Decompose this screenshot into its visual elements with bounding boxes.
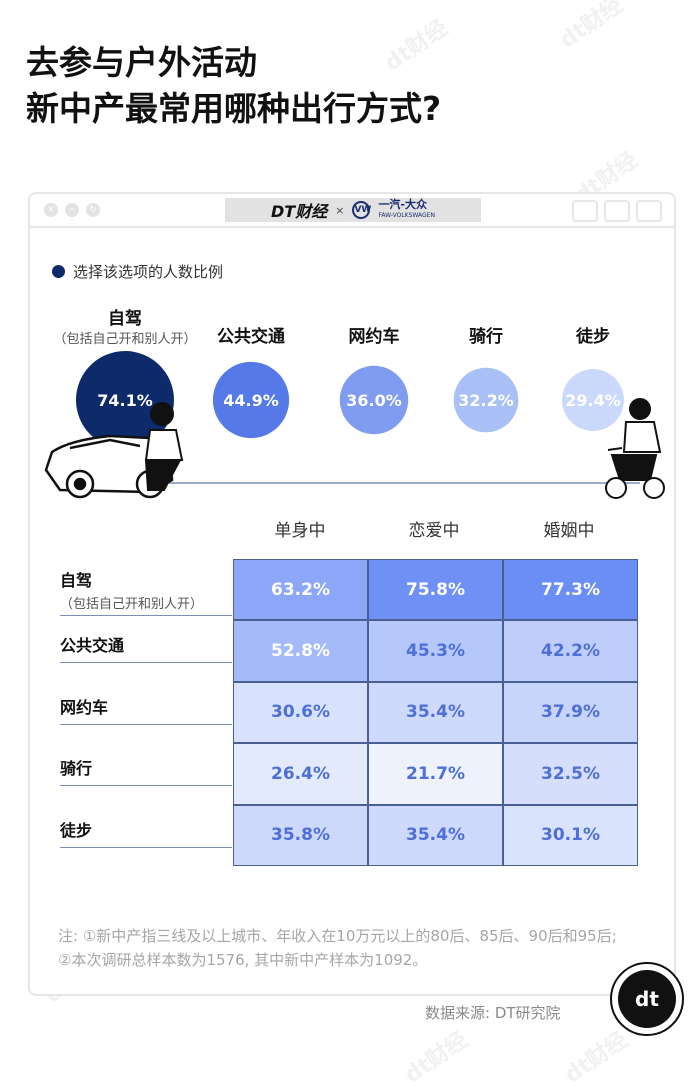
record-icon[interactable] [572, 200, 598, 222]
watermark: dt财经 [560, 1027, 633, 1089]
faw-logo-text: 一汽-大众 FAW-VOLKSWAGEN [378, 199, 435, 221]
legend: 选择该选项的人数比例 [52, 261, 223, 282]
browser-actions [572, 200, 662, 222]
page-title: 去参与户外活动 新中产最常用哪种出行方式? [26, 40, 441, 132]
row-label-note: （包括自己开和别人开） [60, 597, 204, 612]
title-line-2: 新中产最常用哪种出行方式? [26, 89, 442, 128]
row-label-1: 自驾 （包括自己开和别人开） [60, 567, 232, 616]
bubble-chart: 74.1% 自驾 （包括自己开和别人开） 44.9% 公共交通 36.0% 网约车 32.2%… [44, 308, 665, 499]
row-label-3: 网约车 [60, 694, 232, 725]
dt-logo-icon[interactable]: dt [610, 962, 684, 1036]
bubble-label-3: 36.0% [346, 391, 402, 410]
column-header-2: 恋爱中 [408, 521, 460, 541]
browser-topbar: × − ↻ DT财经 × VW 一汽-大众 FAW-VOLKSWAGEN [30, 194, 674, 228]
window-controls: × − ↻ [44, 203, 100, 217]
vw-logo-icon: VW [352, 201, 371, 219]
legend-dot-icon [52, 265, 65, 278]
table-cell: 37.9% [503, 681, 638, 744]
row-label-text: 骑行 [60, 759, 93, 779]
heatmap-table: 63.2% 75.8% 77.3% 52.8% 45.3% 42.2% 30.6% 35.4%… [233, 559, 638, 866]
bubble-4 [453, 367, 519, 433]
bubble-label-1: 74.1% [97, 391, 153, 410]
row-label-text: 自驾 [60, 571, 93, 590]
table-cell: 30.1% [503, 804, 638, 866]
title-line-1: 去参与户外活动 [26, 43, 257, 82]
table-cell: 45.3% [368, 620, 503, 682]
share-icon[interactable] [604, 200, 630, 222]
bubble-category-note-1: （包括自己开和别人开） [53, 332, 196, 347]
bubble-label-2: 44.9% [223, 391, 279, 410]
dt-logo-text: DT财经 [271, 202, 328, 221]
bubble-5 [562, 369, 624, 431]
brand-separator: × [335, 203, 345, 217]
row-label-4: 骑行 [60, 755, 232, 787]
watermark: dt财经 [400, 1027, 473, 1089]
logo-text: dt [618, 970, 676, 1028]
table-cell: 35.4% [368, 681, 503, 744]
bubble-3 [339, 365, 409, 435]
row-label-text: 公共交通 [60, 636, 125, 656]
row-label-2: 公共交通 [60, 632, 232, 664]
table-cell: 52.8% [233, 620, 368, 682]
table-cell: 21.7% [368, 743, 503, 805]
table-cell: 30.6% [233, 681, 368, 744]
rider-illustration [605, 398, 665, 499]
bubble-label-5: 29.4% [565, 391, 621, 410]
bubble-category-1: 自驾 [108, 308, 142, 329]
table-cell: 35.4% [368, 804, 503, 866]
bubble-2 [212, 361, 290, 439]
row-label-5: 徒步 [60, 817, 232, 848]
bubble-label-4: 32.2% [458, 391, 514, 410]
row-label-text: 网约车 [60, 697, 109, 717]
brand-bar: DT财经 × VW 一汽-大众 FAW-VOLKSWAGEN [225, 198, 481, 222]
table-cell: 26.4% [233, 743, 368, 805]
refresh-icon[interactable]: ↻ [86, 203, 100, 217]
driver-illustration [144, 402, 184, 491]
table-cell: 35.8% [233, 804, 368, 866]
bubble-1 [76, 351, 174, 449]
table-cell: 63.2% [233, 559, 368, 621]
bubble-category-4: 骑行 [469, 326, 503, 347]
faw-name-en: FAW-VOLKSWAGEN [378, 212, 435, 219]
bubble-category-3: 网约车 [349, 326, 400, 347]
bubble-category-5: 徒步 [575, 326, 610, 347]
legend-label: 选择该选项的人数比例 [73, 263, 224, 281]
copy-icon[interactable] [636, 200, 662, 222]
minimize-icon[interactable]: − [65, 203, 79, 217]
column-header-3: 婚姻中 [543, 521, 595, 541]
table-cell: 77.3% [503, 559, 638, 621]
bubble-layer: 74.1% 自驾 （包括自己开和别人开） 44.9% 公共交通 36.0% 网约车 32.2%… [53, 308, 624, 449]
column-header-1: 单身中 [274, 521, 326, 541]
faw-name: 一汽-大众 [378, 198, 428, 211]
footnote: 注: ①新中产指三线及以上城市、年收入在10万元以上的80后、85后、90后和9… [58, 927, 617, 969]
table-cell: 75.8% [368, 559, 503, 621]
bubble-category-2: 公共交通 [217, 326, 285, 347]
row-label-text: 徒步 [60, 820, 93, 840]
close-icon[interactable]: × [44, 203, 58, 217]
data-source: 数据来源: DT研究院 [425, 1004, 561, 1022]
table-cell: 42.2% [503, 620, 638, 682]
table-cell: 32.5% [503, 743, 638, 805]
